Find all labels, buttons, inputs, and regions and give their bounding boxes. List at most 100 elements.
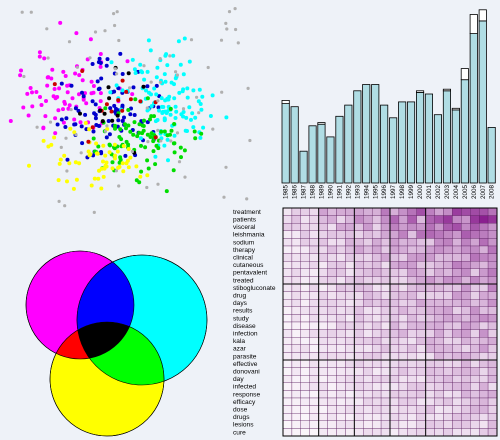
heatmap-cell: [371, 329, 382, 338]
scatter-point: [72, 117, 77, 122]
scatter-point: [80, 141, 85, 146]
heatmap-cell: [345, 413, 355, 421]
heatmap-cell: [327, 299, 337, 307]
heatmap-cell: [461, 253, 471, 262]
heatmap-cell: [407, 299, 417, 307]
heatmap-cell: [327, 223, 337, 231]
bar-segment: [281, 100, 290, 105]
scatter-point: [83, 112, 88, 117]
scatter-point: [103, 153, 108, 158]
heatmap-cell: [443, 344, 453, 353]
heatmap-cell: [300, 261, 310, 269]
scatter-point: [22, 74, 26, 79]
scatter-point: [157, 108, 161, 113]
scatter-point: [199, 107, 204, 112]
scatter-point: [102, 111, 107, 116]
heatmap-cell: [470, 359, 480, 368]
heatmap-cell: [425, 352, 435, 361]
heatmap-cell: [282, 215, 293, 224]
scatter-point: [145, 120, 150, 125]
scatter-point: [109, 109, 114, 114]
heatmap-cell: [380, 276, 391, 285]
heatmap-cell: [380, 230, 391, 239]
heatmap-cell: [291, 306, 302, 315]
bar: [371, 84, 380, 184]
heatmap-cell: [461, 238, 471, 247]
scatter-point: [90, 62, 95, 66]
scatter-point: [201, 125, 206, 130]
heatmap-cell: [461, 299, 471, 307]
heatmap-cell: [398, 223, 409, 231]
scatter-point: [166, 158, 170, 163]
heatmap-cell: [478, 223, 489, 231]
scatter-point: [162, 143, 167, 148]
heatmap-cell: [282, 291, 293, 300]
heatmap-cell: [478, 230, 489, 239]
heatmap-cell: [282, 238, 293, 247]
heatmap-cell: [389, 397, 400, 406]
heatmap-cell: [452, 397, 462, 406]
scatter-point: [8, 119, 13, 123]
heatmap-cell: [371, 306, 382, 315]
scatter-point: [126, 147, 131, 151]
heatmap-cell: [470, 397, 480, 406]
scatter-point: [30, 90, 34, 95]
heatmap-cell: [478, 337, 489, 345]
scatter-point: [61, 69, 66, 74]
heatmap-cell: [309, 321, 319, 330]
scatter-point: [27, 163, 31, 168]
heatmap-cell: [318, 291, 328, 300]
heatmap-cell: [336, 352, 346, 361]
heatmap-cell: [416, 283, 426, 292]
scatter-point: [103, 29, 107, 33]
scatter-point: [181, 87, 186, 92]
scatter-point: [90, 125, 95, 130]
heatmap-cell: [354, 428, 364, 437]
heatmap-cell: [327, 261, 337, 269]
heatmap-cell: [461, 390, 471, 399]
scatter-point: [68, 126, 73, 131]
heatmap-cell: [407, 306, 417, 315]
heatmap-cell: [434, 306, 444, 315]
x-tick-label: 1991: [336, 185, 343, 200]
scatter-point: [246, 86, 250, 90]
heatmap-cell: [443, 359, 453, 368]
heatmap-cell: [380, 390, 391, 399]
heatmap-cell: [291, 276, 302, 285]
heatmap-cell: [398, 207, 409, 216]
heatmap-cell: [309, 268, 319, 277]
scatter-point: [156, 146, 161, 151]
heatmap-cell: [389, 215, 400, 224]
bar: [353, 90, 362, 184]
scatter-point: [64, 116, 69, 121]
scatter-point: [42, 56, 47, 61]
scatter-point: [130, 57, 135, 62]
heatmap-row-label: drugs: [233, 414, 250, 421]
heatmap-cell: [470, 329, 480, 338]
heatmap-cell: [398, 306, 409, 315]
heatmap-cell: [416, 253, 426, 262]
scatter-point: [184, 115, 189, 120]
heatmap-cell: [282, 314, 293, 323]
heatmap-cell: [434, 261, 444, 269]
heatmap-cell: [478, 413, 489, 421]
heatmap-cell: [398, 375, 409, 383]
heatmap-cell: [416, 420, 426, 429]
heatmap-cell: [318, 337, 328, 345]
heatmap-cell: [443, 253, 453, 262]
bar-segment: [415, 90, 425, 93]
heatmap-row-label: azar: [233, 346, 247, 353]
heatmap-cell: [425, 223, 435, 231]
scatter-point: [104, 102, 109, 107]
heatmap-cell: [336, 230, 346, 239]
scatter-point: [77, 73, 82, 78]
scatter-point: [152, 86, 157, 91]
heatmap-cell: [443, 329, 453, 338]
venn-overlap-my: [50, 322, 134, 359]
bar-segment: [460, 68, 469, 81]
scatter-point: [97, 56, 102, 61]
scatter-point: [101, 159, 105, 164]
bar: [406, 101, 416, 184]
heatmap-cell: [416, 299, 426, 307]
bar: [415, 92, 425, 184]
